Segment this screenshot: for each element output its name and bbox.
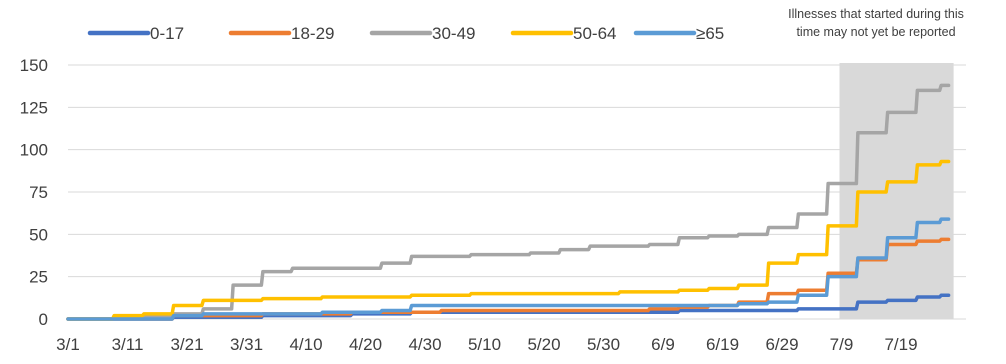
series-line-3 xyxy=(66,83,951,321)
x-tick-label: 3/1 xyxy=(56,335,80,354)
x-tick-label: 5/30 xyxy=(587,335,620,354)
annotation-line: Illnesses that started during this xyxy=(788,7,964,21)
annotation-note: Illnesses that started during this time m… xyxy=(788,7,964,39)
y-tick-label: 150 xyxy=(20,56,48,75)
y-tick-label: 125 xyxy=(20,98,48,117)
x-tick-label: 5/10 xyxy=(468,335,501,354)
x-tick-label: 4/20 xyxy=(349,335,382,354)
y-tick-label: 100 xyxy=(20,141,48,160)
x-tick-label: 6/29 xyxy=(765,335,798,354)
annotation-line: time may not yet be reported xyxy=(796,25,955,39)
legend-label: 30-49 xyxy=(432,24,475,43)
y-tick-label: 75 xyxy=(29,183,48,202)
legend-label: 0-17 xyxy=(150,24,184,43)
x-tick-label: 3/31 xyxy=(230,335,263,354)
legend-label: 18-29 xyxy=(291,24,334,43)
series-line-5 xyxy=(66,217,951,321)
x-tick-label: 4/10 xyxy=(289,335,322,354)
x-tick-label: 6/9 xyxy=(651,335,675,354)
x-axis-ticks: 3/1 3/11 3/21 3/31 4/10 4/20 4/30 5/10 5/20 5/30 6… xyxy=(56,335,917,354)
y-tick-label: 0 xyxy=(39,310,48,329)
x-tick-label: 3/21 xyxy=(170,335,203,354)
y-tick-label: 50 xyxy=(29,225,48,244)
legend: 0-17 18-29 30-49 50-64 ≥65 xyxy=(87,24,724,43)
legend-label: 50-64 xyxy=(573,24,616,43)
series-line-4 xyxy=(66,159,951,321)
x-tick-label: 4/30 xyxy=(408,335,441,354)
x-tick-label: 7/19 xyxy=(884,335,917,354)
legend-label: ≥65 xyxy=(696,24,724,43)
gridlines xyxy=(68,64,966,320)
x-tick-label: 7/9 xyxy=(830,335,854,354)
x-tick-label: 3/11 xyxy=(112,335,144,354)
y-tick-label: 25 xyxy=(29,268,48,287)
x-tick-label: 5/20 xyxy=(527,335,560,354)
series-lines xyxy=(66,83,951,321)
x-tick-label: 6/19 xyxy=(706,335,739,354)
y-axis-ticks: 0 25 50 75 100 125 150 xyxy=(20,56,48,329)
